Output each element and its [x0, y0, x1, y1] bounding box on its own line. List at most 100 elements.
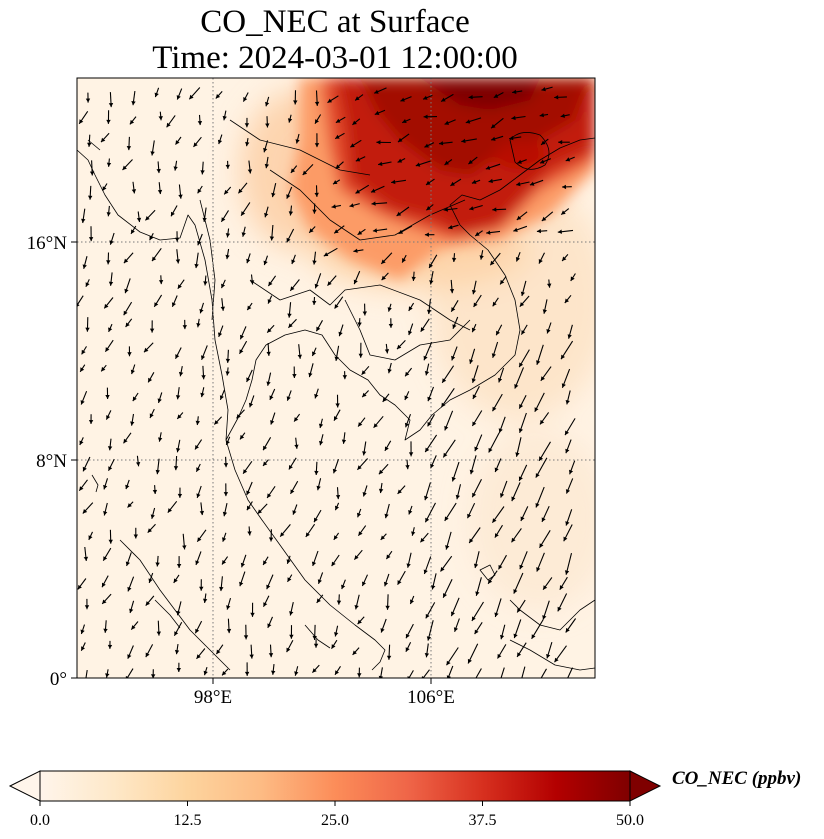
wind-arrow-head: [357, 619, 362, 625]
wind-arrow-head: [200, 170, 205, 175]
wind-arrow-head: [559, 585, 564, 590]
wind-arrow-head: [473, 563, 479, 568]
wind-arrow-head: [564, 298, 569, 303]
wind-arrow-head: [411, 531, 416, 536]
wind-arrow-head: [423, 95, 428, 100]
wind-arrow-head: [263, 147, 268, 153]
wind-arrow-head: [335, 495, 341, 500]
wind-arrow-head: [312, 260, 317, 265]
wind-arrow-head: [465, 119, 471, 124]
map-frame: [76, 77, 596, 679]
wind-arrow-head: [295, 139, 300, 144]
wind-arrow-head: [396, 211, 402, 216]
wind-arrow-head: [352, 650, 357, 655]
wind-arrow-head: [266, 381, 271, 386]
wind-arrow-head: [520, 291, 525, 296]
wind-arrow-head: [82, 264, 87, 269]
wind-arrow-head: [224, 189, 229, 195]
wind-arrow-head: [335, 118, 341, 123]
wind-arrow-head: [156, 168, 161, 174]
wind-arrow-head: [542, 615, 547, 620]
wind-arrow-head: [158, 116, 163, 121]
lon-tick-label: 106°E: [407, 687, 455, 708]
wind-arrow-head: [471, 616, 476, 621]
wind-arrow-shaft: [408, 670, 414, 678]
wind-arrow-head: [539, 113, 544, 118]
wind-arrow-head: [151, 674, 156, 678]
wind-arrow-head: [468, 159, 473, 165]
wind-arrow-head: [341, 584, 346, 590]
wind-arrow-head: [500, 634, 505, 640]
wind-arrow-head: [108, 327, 113, 332]
wind-arrow-head: [81, 349, 86, 355]
wind-arrow-head: [540, 159, 545, 164]
wind-arrow-head: [376, 140, 381, 145]
wind-arrow-head: [380, 628, 385, 633]
wind-arrow-head: [424, 143, 429, 148]
wind-arrow-head: [154, 92, 159, 98]
wind-arrow-head: [193, 142, 198, 147]
wind-arrow-head: [244, 123, 250, 128]
wind-arrow-head: [374, 110, 380, 115]
wind-arrow-head: [443, 207, 448, 212]
wind-arrow-head: [446, 660, 451, 666]
wind-arrow-head: [195, 420, 200, 425]
wind-arrow-head: [467, 513, 472, 519]
wind-arrow-head: [108, 539, 113, 544]
wind-arrow-head: [167, 508, 172, 513]
wind-arrow-head: [222, 511, 228, 517]
wind-arrow-head: [490, 260, 495, 266]
wind-arrow-head: [378, 675, 383, 678]
wind-arrow-head: [336, 600, 342, 605]
wind-arrow-head: [539, 543, 544, 548]
wind-arrow-head: [427, 309, 432, 315]
wind-arrow-head: [327, 281, 332, 286]
wind-arrow-head: [124, 288, 129, 294]
wind-arrow-shaft: [126, 668, 134, 678]
wind-arrow-head: [387, 307, 392, 312]
wind-arrow-head: [516, 181, 521, 187]
wind-arrow-head: [424, 232, 429, 237]
wind-arrow-head: [388, 323, 394, 328]
wind-arrow-head: [565, 521, 570, 526]
wind-arrow-head: [497, 684, 501, 689]
wind-arrow-head: [136, 462, 141, 467]
latitude-axis: 16°N 8°N 0°: [27, 233, 77, 690]
wind-arrow-head: [129, 119, 135, 125]
wind-arrow-head: [335, 670, 339, 675]
map-title-line-1: CO_NEC at Surface: [200, 4, 470, 40]
wind-arrow-head: [290, 168, 296, 173]
wind-arrow-head: [148, 377, 153, 383]
wind-arrow-head: [424, 371, 430, 376]
wind-arrow-head: [408, 452, 414, 457]
wind-arrow-head: [554, 95, 559, 100]
wind-arrow-head: [131, 229, 135, 234]
wind-arrow-head: [264, 212, 269, 218]
wind-arrow-head: [536, 228, 541, 234]
wind-arrow-head: [332, 468, 337, 474]
wind-arrow-head: [561, 210, 566, 215]
wind-arrow-head: [547, 283, 552, 288]
wind-arrow-head: [498, 564, 503, 570]
wind-arrow-head: [103, 556, 108, 561]
wind-arrow-head: [314, 143, 320, 148]
wind-arrow-head: [491, 124, 496, 129]
wind-arrow-head: [305, 532, 310, 537]
wind-arrow-head: [334, 304, 339, 309]
wind-arrow-head: [239, 349, 244, 354]
wind-arrow-head: [152, 489, 158, 494]
wind-arrow-head: [106, 415, 111, 420]
wind-arrow-shaft: [85, 670, 88, 678]
wind-arrow-head: [378, 161, 383, 166]
wind-arrow-head: [554, 657, 559, 663]
wind-arrow-head: [536, 683, 540, 688]
wind-arrow-head: [334, 416, 338, 421]
wind-arrow-head: [362, 581, 366, 586]
wind-arrow-head: [408, 510, 413, 515]
wind-arrow-head: [287, 313, 292, 318]
wind-arrow-head: [509, 135, 514, 141]
wind-arrow-head: [398, 137, 403, 142]
wind-arrow-head: [123, 258, 129, 264]
wind-arrow-head: [80, 400, 85, 405]
wind-arrow-head: [222, 671, 227, 676]
